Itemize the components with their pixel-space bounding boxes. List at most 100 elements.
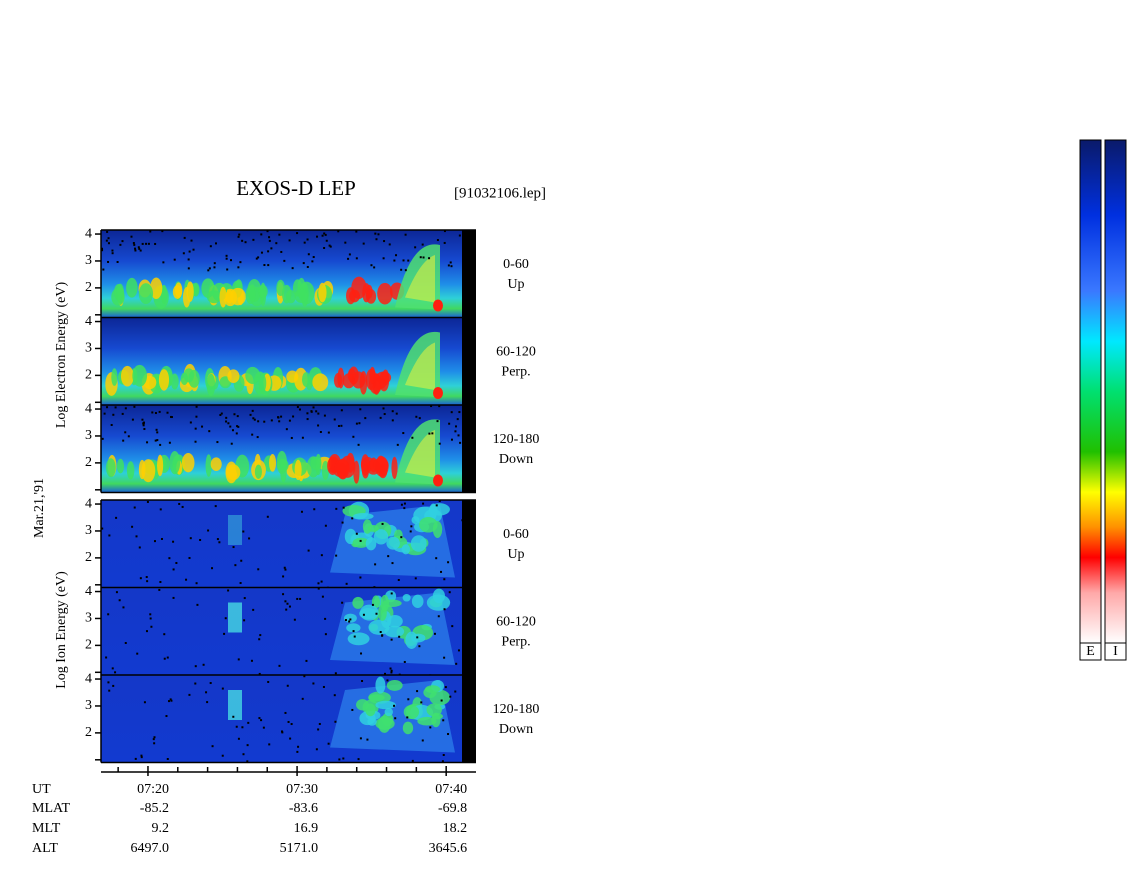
speckle <box>285 608 288 611</box>
speckle <box>216 441 219 444</box>
speckle <box>403 507 406 510</box>
speckle <box>156 439 159 442</box>
speckle <box>327 742 330 745</box>
feature <box>225 289 234 304</box>
speckle <box>122 439 125 442</box>
feature <box>170 373 179 390</box>
speckle <box>149 230 152 233</box>
feature <box>269 453 277 472</box>
speckle <box>390 638 393 641</box>
speckle <box>443 578 446 581</box>
speckle <box>225 254 228 257</box>
speckle <box>116 261 119 264</box>
speckle <box>390 592 393 595</box>
feature <box>254 464 262 479</box>
speckle <box>119 243 122 246</box>
speckle <box>436 420 439 423</box>
speckle <box>422 256 425 259</box>
speckle <box>185 578 188 581</box>
y-tick-label: 2 <box>85 455 92 470</box>
speckle <box>433 632 436 635</box>
speckle <box>311 260 314 263</box>
speckle <box>230 442 233 445</box>
feature <box>432 588 445 604</box>
speckle <box>270 419 273 422</box>
speckle <box>181 505 184 508</box>
feature <box>205 454 212 477</box>
speckle <box>458 234 461 237</box>
speckle <box>409 530 412 533</box>
speckle <box>237 737 240 740</box>
panel-direction: Down <box>499 722 533 737</box>
y-tick-label: 2 <box>85 550 92 565</box>
speckle <box>194 682 197 685</box>
speckle <box>374 232 377 235</box>
speckle <box>175 561 178 564</box>
speckle <box>303 675 306 678</box>
y-tick-label: 3 <box>85 611 92 626</box>
speckle <box>449 695 452 698</box>
speckle <box>223 632 226 635</box>
speckle <box>323 414 326 417</box>
speckle <box>288 605 291 608</box>
speckle <box>428 257 431 260</box>
speckle <box>284 600 287 603</box>
speckle <box>159 508 162 511</box>
speckle <box>266 230 269 233</box>
speckle <box>136 652 139 655</box>
feature <box>286 370 299 383</box>
feature <box>344 528 357 545</box>
speckle <box>234 564 237 567</box>
speckle <box>419 256 422 259</box>
orbit-label: ALT <box>32 841 58 856</box>
speckle <box>283 566 286 569</box>
speckle <box>141 418 144 421</box>
speckle <box>374 563 377 566</box>
speckle <box>149 613 152 616</box>
speckle <box>134 247 137 250</box>
speckle <box>231 429 234 432</box>
speckle <box>167 700 170 703</box>
panel-pitch: 60-120 <box>496 345 536 360</box>
speckle <box>395 254 398 257</box>
speckle <box>421 739 424 742</box>
speckle <box>352 435 355 438</box>
speckle <box>259 634 262 637</box>
speckle <box>267 264 270 267</box>
speckle <box>393 704 396 707</box>
y-tick-label: 3 <box>85 253 92 268</box>
speckle <box>232 715 235 718</box>
feature <box>116 458 125 474</box>
speckle <box>257 568 260 571</box>
speckle <box>428 432 431 435</box>
speckle <box>188 250 191 253</box>
speckle <box>438 500 441 503</box>
speckle <box>347 257 350 260</box>
speckle <box>333 694 336 697</box>
speckle <box>143 701 146 704</box>
speckle <box>105 239 108 242</box>
feature <box>132 364 148 387</box>
feature <box>391 456 398 480</box>
speckle <box>415 415 418 418</box>
speckle <box>406 716 409 719</box>
speckle <box>134 249 137 252</box>
feature <box>353 512 374 520</box>
speckle <box>168 441 171 444</box>
speckle <box>291 267 294 270</box>
speckle <box>317 728 320 731</box>
speckle <box>297 745 300 748</box>
feature <box>344 613 357 623</box>
panel-direction: Down <box>499 452 533 467</box>
feature <box>372 458 389 473</box>
speckle <box>134 757 137 760</box>
speckle <box>229 259 232 262</box>
speckle <box>133 405 136 408</box>
speckle <box>138 247 141 250</box>
y-tick-label: 3 <box>85 523 92 538</box>
speckle <box>335 507 338 510</box>
speckle <box>263 264 266 267</box>
speckle <box>240 559 243 562</box>
speckle <box>457 649 460 652</box>
speckle <box>151 411 154 414</box>
